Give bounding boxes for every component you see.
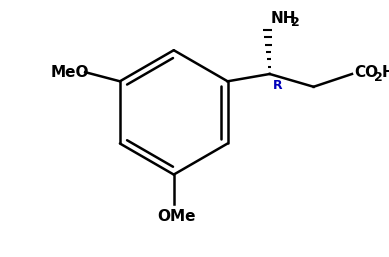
Text: H: H	[381, 65, 389, 80]
Text: 2: 2	[374, 71, 383, 84]
Text: NH: NH	[271, 11, 296, 26]
Text: OMe: OMe	[157, 209, 196, 224]
Text: MeO: MeO	[51, 65, 89, 80]
Text: 2: 2	[291, 16, 300, 29]
Text: R: R	[272, 79, 282, 93]
Text: CO: CO	[354, 65, 378, 80]
